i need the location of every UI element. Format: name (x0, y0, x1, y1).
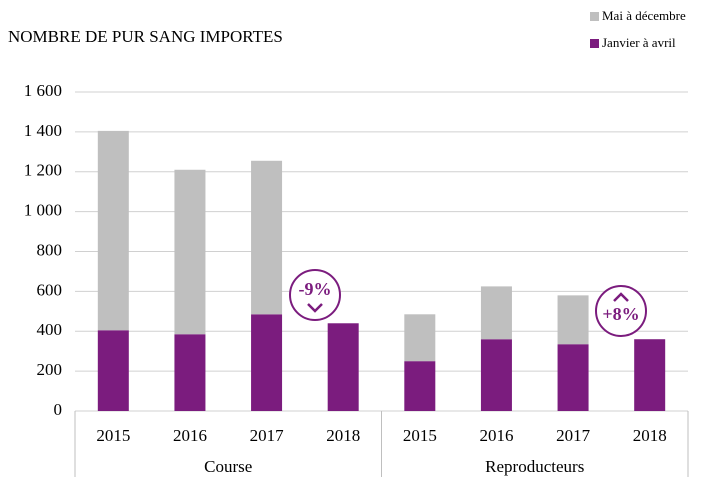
legend-label: Mai à décembre (602, 8, 686, 23)
annotation-chevron (307, 303, 323, 313)
annotation-text: -9% (299, 279, 332, 299)
y-tick-label: 400 (37, 320, 63, 339)
bar-segment (251, 314, 283, 411)
annotation-text: +8% (602, 304, 639, 324)
bar-segment (404, 361, 436, 411)
group-label: Course (204, 457, 252, 476)
bar-segment (557, 295, 589, 345)
y-tick-label: 0 (54, 400, 63, 419)
y-tick-label: 1 000 (24, 201, 62, 220)
x-tick-label: 2015 (403, 426, 437, 445)
y-tick-label: 1 600 (24, 81, 62, 100)
x-tick-label: 2017 (250, 426, 285, 445)
bar-segment (480, 339, 512, 411)
bar-segment (174, 169, 206, 335)
y-tick-label: 800 (37, 240, 63, 259)
x-tick-label: 2016 (479, 426, 513, 445)
bar-segment (97, 330, 129, 411)
bar-segment (557, 344, 589, 411)
x-tick-label: 2017 (556, 426, 591, 445)
annotation-chevron (613, 292, 629, 302)
legend-swatch (590, 39, 599, 48)
y-tick-label: 1 400 (24, 121, 62, 140)
group-label: Reproducteurs (485, 457, 584, 476)
x-tick-label: 2015 (96, 426, 130, 445)
y-tick-label: 1 200 (24, 161, 62, 180)
legend-swatch (590, 12, 599, 21)
y-tick-label: 600 (37, 280, 63, 299)
x-tick-label: 2018 (633, 426, 667, 445)
bar-segment (251, 160, 283, 315)
annotation-circle (289, 269, 341, 321)
annotation-circle (595, 285, 647, 337)
bar-segment (404, 314, 436, 362)
bar-segment (327, 323, 359, 411)
x-tick-label: 2018 (326, 426, 360, 445)
bar-segment (174, 334, 206, 411)
chart-title: NOMBRE DE PUR SANG IMPORTES (8, 27, 283, 46)
bar-segment (634, 339, 666, 411)
bar-segment (480, 286, 512, 340)
x-tick-label: 2016 (173, 426, 207, 445)
legend-label: Janvier à avril (602, 35, 676, 50)
y-tick-label: 200 (37, 360, 63, 379)
bar-segment (97, 130, 129, 331)
